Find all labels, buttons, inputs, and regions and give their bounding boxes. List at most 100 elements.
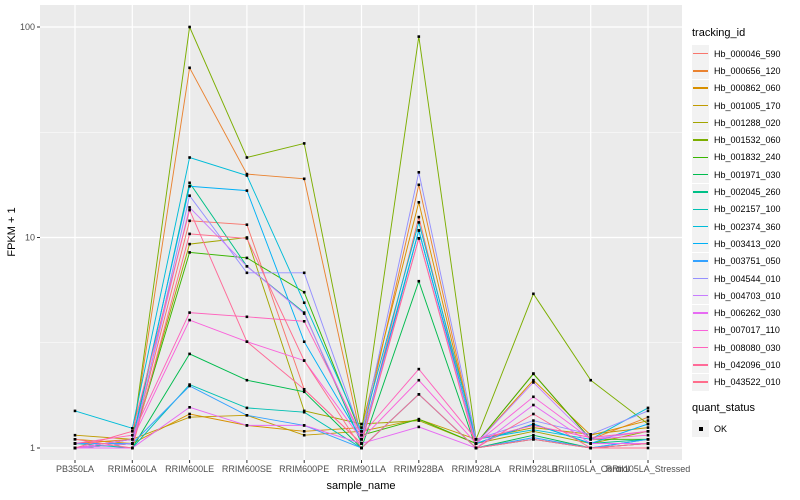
data-point [417,417,421,421]
data-point [532,426,535,429]
legend-entry-label: Hb_000656_120 [714,65,781,76]
legend-entry: Hb_003413_020 [692,235,800,253]
data-points [73,25,650,450]
legend-entry: Hb_002045_260 [692,183,800,201]
x-tick-label: RRIM928LB [509,464,558,474]
data-point [188,406,191,409]
legend-key-point [692,420,709,438]
legend-entry-label: Hb_002045_260 [714,187,781,198]
legend-key-line [692,183,709,201]
legend-line-swatch [693,70,708,72]
data-point [417,393,421,396]
data-point [417,279,421,283]
legend-key-line [692,131,709,149]
data-point [188,242,191,246]
x-tick-label: RRIM901LA [337,464,386,474]
data-point [131,430,134,433]
data-point [302,410,306,414]
legend-entry-label: Hb_002157_100 [714,204,781,215]
data-point [188,156,191,159]
data-point [302,142,306,145]
data-point [188,415,191,419]
data-point [646,430,650,433]
legend-line-swatch [693,364,708,366]
data-point [302,388,306,391]
legend-entry-label: Hb_001288_020 [714,117,781,128]
x-tick-label: RRIM928BA [394,464,444,474]
x-axis-title: sample_name [326,480,395,492]
data-point [188,181,191,185]
legend-line-swatch [693,294,708,297]
legend-key-line [692,321,709,339]
data-point [245,414,249,417]
legend-entries-tracking-id: Hb_000046_590 Hb_000656_120 Hb_000862_060 H… [692,45,800,391]
x-tick-label: RRII105LA_Control [552,464,630,474]
legend-title-tracking-id: tracking_id [692,27,746,39]
legend-entry: Hb_001532_060 [692,131,800,149]
data-point [646,415,650,419]
legend-line-swatch [693,225,708,228]
legend-line-swatch [693,312,708,314]
data-point [131,446,134,450]
data-point [245,172,249,176]
data-point [188,208,191,212]
data-point [131,433,134,437]
x-tick-label: RRII105LA_Stressed [606,464,690,474]
legend-entry-label: Hb_008080_030 [714,342,781,353]
data-point [589,442,592,445]
data-point [245,265,249,268]
plot-generated: 1 10 100 PB350LA RRIM600LA RRIM600LE RRIM600SE… [20,5,690,474]
legend-line-swatch [693,52,708,55]
x-tick-label: RRIM600PE [279,464,329,474]
data-point [131,438,134,441]
data-point [360,430,363,433]
data-point [245,424,249,427]
data-point [646,406,650,410]
data-point [188,352,191,356]
legend-entry: Hb_000656_120 [692,62,800,80]
data-point [646,438,650,441]
data-point [245,237,249,240]
data-point [302,271,306,275]
legend-entry: Hb_001971_030 [692,166,800,184]
legend-key-line [692,339,709,357]
legend-key-line [692,252,709,270]
legend-entry-label: Hb_004703_010 [714,290,781,301]
legend-line-swatch [693,208,708,210]
data-point [131,427,134,430]
y-tick-label: 100 [20,22,35,32]
data-point [245,256,249,260]
data-point [360,446,363,450]
legend-entries-quant-status: OK [692,420,800,438]
legend-key-line [692,373,709,391]
data-point [532,419,535,422]
data-point [302,359,306,362]
legend-line-swatch [693,277,708,280]
legend-key-line [692,79,709,97]
legend-line-swatch [693,260,708,262]
data-point [646,442,650,445]
data-point [360,433,363,437]
data-point [188,66,191,70]
data-point [532,438,535,441]
data-point [646,419,650,422]
legend-line-swatch [693,139,708,141]
y-tick-label: 10 [25,233,35,243]
x-tick-label: RRIM600SE [222,464,272,474]
data-point [302,312,306,315]
data-point [302,390,306,394]
data-point [73,442,77,445]
legend: tracking_id Hb_000046_590 Hb_000656_120 Hb… [692,27,800,438]
data-point [188,318,191,322]
legend-entry-label: Hb_006262_030 [714,308,781,319]
x-tick-label: RRIM928LA [452,464,501,474]
square-point-icon [698,426,703,431]
legend-line-swatch [693,329,708,331]
data-point [302,433,306,437]
data-point [188,232,191,236]
legend-entry: Hb_000046_590 [692,45,800,63]
data-point [532,381,535,384]
legend-entry: Hb_004703_010 [692,287,800,305]
legend-entry-label: Hb_001971_030 [714,169,781,180]
